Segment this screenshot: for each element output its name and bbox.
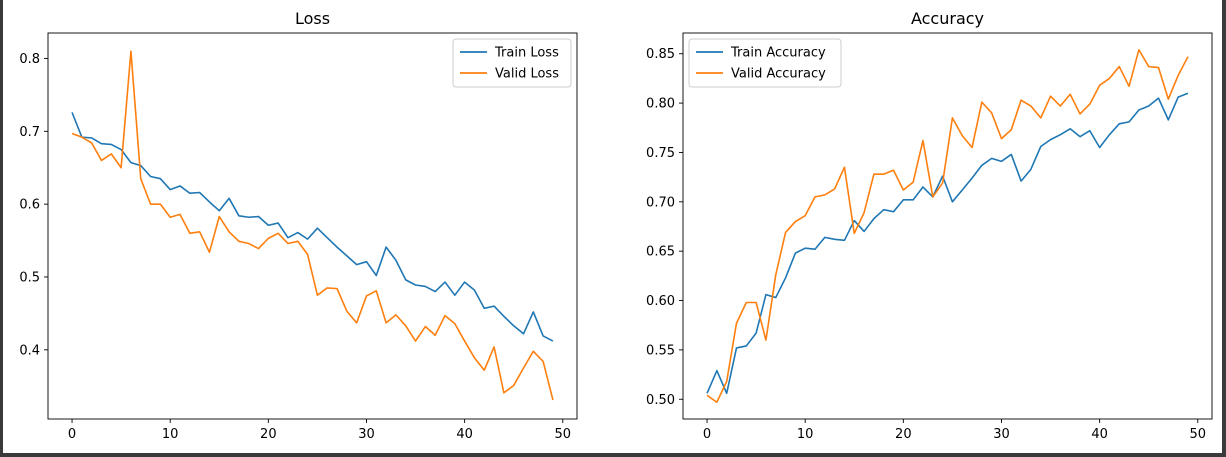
x-tick-label: 20: [260, 427, 277, 442]
legend-label: Valid Loss: [495, 67, 559, 82]
chart-panel-1: Loss 0 10 20 30 40 50 0.4 0.5 0.6 0.7 0.8 Train Loss…: [19, 9, 578, 442]
y-tick-label: 0.55: [646, 343, 675, 358]
series-line-valid-accuracy: [706, 48, 1189, 404]
y-tick-label: 0.85: [646, 47, 675, 62]
series-line-train-loss: [71, 112, 554, 342]
x-tick-label: 30: [993, 427, 1010, 442]
plot-frame: [47, 32, 578, 420]
x-tick-label: 20: [895, 427, 912, 442]
x-tick-label: 50: [1189, 427, 1206, 442]
x-tick-label: 0: [703, 427, 711, 442]
x-tick-label: 0: [68, 427, 76, 442]
chart-title: Accuracy: [911, 9, 984, 28]
plot-frame: [682, 32, 1213, 420]
x-tick-label: 50: [554, 427, 571, 442]
series-line-valid-loss: [71, 50, 554, 401]
y-tick-label: 0.50: [646, 393, 675, 408]
chart-title: Loss: [295, 9, 330, 28]
y-tick-label: 0.8: [19, 52, 40, 67]
y-tick-label: 0.7: [19, 125, 40, 140]
legend: Train Accuracy Valid Accuracy: [688, 38, 842, 88]
chart-panel-2: Accuracy 0 10 20 30 40 50 0.50 0.55 0.60 0.65 0.70 0…: [646, 9, 1213, 442]
y-tick-label: 0.4: [19, 343, 40, 358]
legend-label: Valid Accuracy: [731, 67, 826, 82]
x-tick-label: 10: [162, 427, 179, 442]
x-tick-label: 30: [358, 427, 375, 442]
y-tick-label: 0.6: [19, 198, 40, 213]
legend: Train Loss Valid Loss: [452, 38, 572, 88]
figure-canvas: [3, 0, 1222, 453]
y-tick-label: 0.65: [646, 245, 675, 260]
legend-box: [688, 38, 842, 88]
y-tick-label: 0.80: [646, 97, 675, 112]
x-tick-label: 10: [797, 427, 814, 442]
legend-box: [452, 38, 572, 88]
x-tick-label: 40: [456, 427, 473, 442]
legend-label: Train Loss: [494, 46, 559, 61]
y-tick-label: 0.70: [646, 195, 675, 210]
legend-label: Train Accuracy: [730, 46, 826, 61]
series-line-train-accuracy: [706, 92, 1189, 395]
x-tick-label: 40: [1091, 427, 1108, 442]
y-tick-label: 0.60: [646, 294, 675, 309]
y-tick-label: 0.5: [19, 270, 40, 285]
y-tick-label: 0.75: [646, 146, 675, 161]
